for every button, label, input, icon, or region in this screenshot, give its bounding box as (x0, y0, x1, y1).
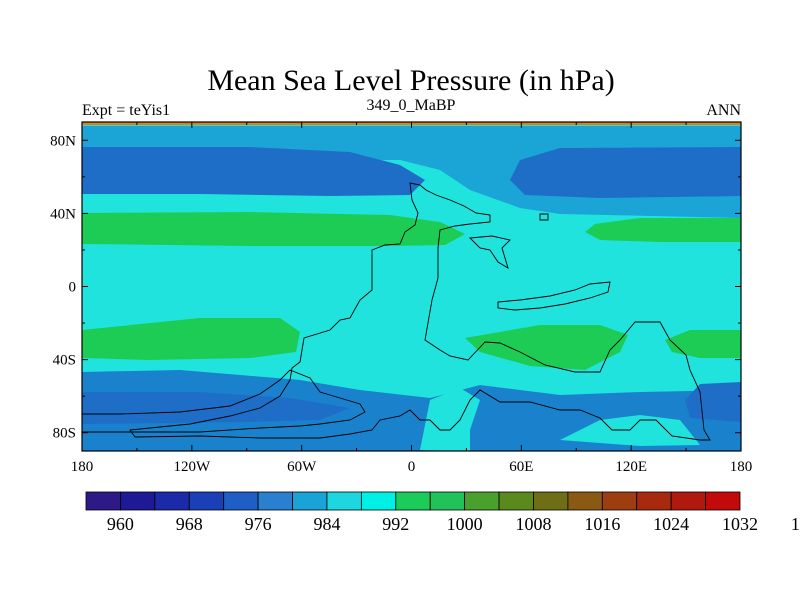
left-string: Expt = teYis1 (82, 102, 170, 119)
southern-subpolar-core-east (685, 382, 741, 422)
southern-subtropical-high-west (82, 318, 300, 360)
colorbar-swatch (85, 491, 121, 511)
colorbar-swatch (326, 491, 362, 511)
right-string: ANN (706, 102, 741, 119)
coastline-eastern-island-chain (497, 281, 611, 311)
southern-subpolar-trough (82, 370, 741, 451)
northern-subtropical-high-west (82, 212, 465, 246)
coastline-main-continent (129, 182, 711, 441)
y-tick-label: 80S (53, 426, 76, 442)
colorbar-swatch (636, 491, 672, 511)
northern-subpolar-low-east (510, 147, 741, 198)
coastlines (82, 182, 711, 441)
colorbar-label: 1040 (791, 514, 800, 534)
colorbar-swatch (464, 491, 500, 511)
colorbar-label: 984 (313, 514, 340, 534)
x-tick-label: 60W (287, 459, 317, 475)
colorbar-swatch (429, 491, 466, 511)
southern-subtropical-high-east (665, 330, 741, 358)
colorbar-swatch (257, 491, 293, 511)
colorbar-swatch (292, 491, 328, 511)
y-tick-label: 40N (50, 206, 76, 222)
x-tick-label: 120W (173, 459, 211, 475)
colorbar-label: 1032 (722, 514, 758, 534)
colorbar-label: 1016 (584, 514, 620, 534)
colorbar: 960 968 976 984 992 1000 1008 1016 1024 1032 1040 (85, 491, 800, 534)
colorbar-label: 968 (176, 514, 203, 534)
colorbar-swatch (360, 491, 397, 511)
colorbar-swatch (533, 491, 569, 511)
pressure-field (82, 122, 741, 451)
x-tick-label: 180 (730, 459, 753, 475)
coastline-small-island (539, 213, 549, 221)
colorbar-swatch (188, 491, 225, 511)
figure-title: Mean Sea Level Pressure (in hPa) (207, 64, 614, 97)
southern-light-gap-east (560, 415, 700, 446)
colorbar-label: 976 (245, 514, 272, 534)
northern-subtropical-high-east (585, 218, 741, 242)
coastline-bay-inlet (469, 235, 511, 269)
x-tick-label: 60E (509, 459, 533, 475)
y-tick-label: 40S (53, 353, 76, 369)
northern-subpolar-low-west (82, 147, 425, 196)
colorbar-label: 1000 (447, 514, 483, 534)
colorbar-swatch (154, 491, 190, 511)
y-tick-label: 0 (69, 280, 77, 296)
colorbar-label: 1024 (653, 514, 689, 534)
colorbar-swatch (223, 491, 259, 511)
center-string: 349_0_MaBP (367, 97, 456, 114)
x-tick-label: 180 (71, 459, 94, 475)
axis-ticks: 180 120W 60W 0 60E 120E 180 80N 40N 0 40S 80S (50, 122, 752, 475)
colorbar-swatch (498, 491, 534, 511)
colorbar-swatch (705, 491, 741, 511)
southern-subtropical-high-center (465, 325, 628, 370)
colorbar-swatch (601, 491, 638, 511)
colorbar-label: 1008 (515, 514, 551, 534)
colorbar-label: 960 (107, 514, 134, 534)
x-tick-label: 120E (615, 459, 647, 475)
colorbar-swatch (395, 491, 431, 511)
colorbar-swatch (567, 491, 603, 511)
x-tick-label: 0 (408, 459, 416, 475)
southern-light-gap (420, 388, 480, 451)
colorbar-label: 992 (382, 514, 409, 534)
colorbar-swatch (120, 491, 156, 511)
coastline-southern-strip (82, 369, 366, 433)
colorbar-swatch (670, 491, 706, 511)
y-tick-label: 80N (50, 133, 76, 149)
